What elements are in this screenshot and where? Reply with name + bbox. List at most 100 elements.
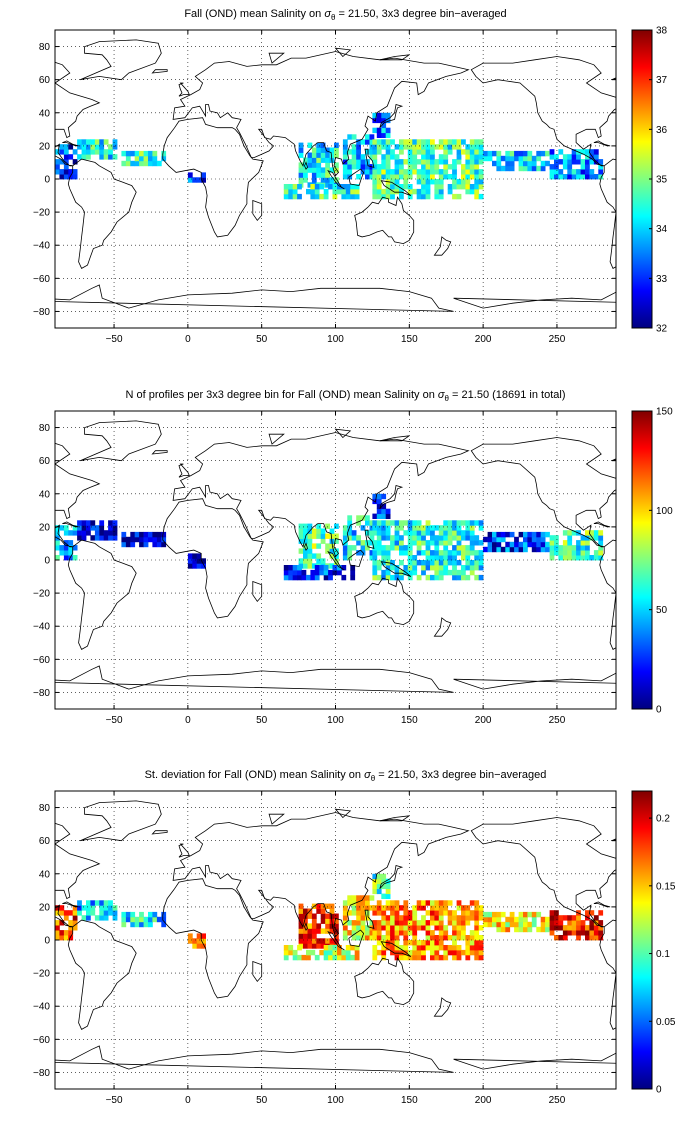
heatmap-cell — [72, 525, 78, 531]
heatmap-cell — [465, 949, 471, 956]
heatmap-cell — [434, 144, 440, 150]
heatmap-cell — [81, 154, 87, 160]
y-tick-label: −40 — [33, 622, 50, 633]
heatmap-cell — [288, 193, 294, 200]
heatmap-cell — [112, 905, 118, 911]
heatmap-cell — [465, 910, 471, 916]
heatmap-cell — [381, 508, 387, 515]
coastline — [453, 672, 616, 690]
heatmap-cell — [332, 949, 338, 956]
heatmap-cell — [376, 888, 382, 895]
heatmap-cell — [456, 920, 462, 926]
heatmap-cell — [316, 938, 322, 944]
colorbar-tick-label: 50 — [656, 605, 668, 616]
heatmap-cell — [360, 935, 366, 941]
colorbar-tick-label: 150 — [656, 407, 673, 418]
heatmap-cell — [412, 925, 418, 931]
heatmap-cell — [334, 523, 339, 529]
heatmap-cell — [311, 938, 317, 944]
heatmap-cell — [86, 915, 91, 921]
heatmap-cell — [589, 154, 595, 160]
heatmap-cell — [474, 915, 480, 921]
heatmap-cell — [55, 555, 60, 561]
heatmap-cell — [492, 546, 497, 553]
heatmap-cell — [421, 149, 426, 155]
heatmap-cell — [554, 169, 559, 175]
heatmap-cell — [307, 913, 313, 919]
heatmap-cell — [567, 930, 573, 936]
heatmap-cell — [540, 531, 546, 538]
heatmap-cell — [403, 184, 409, 190]
heatmap-cell — [478, 179, 484, 185]
heatmap-cell — [478, 949, 484, 956]
heatmap-cell — [434, 164, 440, 170]
heatmap-cell — [456, 949, 462, 956]
heatmap-cell — [514, 921, 519, 928]
heatmap-cell — [562, 930, 568, 936]
heatmap-cell — [311, 543, 317, 549]
heatmap-cell — [571, 159, 577, 165]
heatmap-cell — [121, 536, 127, 543]
heatmap-cell — [394, 525, 400, 531]
heatmap-cell — [430, 139, 435, 145]
heatmap-cell — [365, 935, 370, 941]
heatmap-cell — [372, 935, 378, 941]
heatmap-cell — [99, 910, 105, 916]
heatmap-cell — [356, 139, 361, 145]
heatmap-cell — [156, 531, 162, 538]
heatmap-cell — [329, 543, 335, 549]
heatmap-cell — [412, 954, 418, 961]
heatmap-cell — [201, 563, 206, 569]
heatmap-cell — [360, 545, 366, 551]
heatmap-cell — [354, 949, 360, 956]
heatmap-cell — [421, 569, 426, 576]
heatmap-cell — [496, 911, 502, 918]
heatmap-cell — [55, 164, 60, 170]
heatmap-cell — [554, 920, 559, 926]
heatmap-cell — [342, 550, 348, 556]
heatmap-cell — [394, 945, 400, 951]
heatmap-cell — [329, 152, 335, 158]
heatmap-cell — [518, 921, 524, 928]
heatmap-cell — [72, 905, 78, 911]
heatmap-cell — [390, 925, 395, 931]
heatmap-cell — [376, 525, 382, 531]
heatmap-cell — [341, 954, 347, 961]
heatmap-cell — [292, 954, 298, 961]
heatmap-cell — [461, 565, 466, 571]
heatmap-cell — [372, 525, 378, 531]
heatmap-cell — [77, 525, 82, 531]
heatmap-cell — [425, 565, 431, 571]
heatmap-cell — [483, 150, 488, 157]
heatmap-cell — [376, 935, 382, 941]
heatmap-cell — [77, 139, 82, 145]
heatmap-cell — [412, 905, 418, 911]
heatmap-cell — [403, 144, 409, 150]
heatmap-cell — [407, 530, 413, 536]
heatmap-cell — [474, 535, 480, 541]
heatmap-cell — [310, 188, 316, 195]
heatmap-cell — [425, 530, 431, 536]
heatmap-cell — [394, 954, 400, 961]
heatmap-cell — [334, 152, 339, 158]
heatmap-cell — [399, 945, 404, 951]
heatmap-cell — [325, 147, 330, 153]
heatmap-cell — [478, 915, 484, 921]
heatmap-cell — [425, 935, 431, 941]
heatmap-cell — [323, 565, 329, 571]
heatmap-cell — [527, 150, 533, 157]
heatmap-cell — [474, 193, 480, 200]
heatmap-cell — [332, 565, 338, 571]
heatmap-cell — [329, 928, 335, 934]
heatmap-cell — [112, 144, 118, 150]
heatmap-cell — [412, 540, 418, 546]
heatmap-cell — [465, 530, 471, 536]
heatmap-cell — [381, 915, 387, 921]
heatmap-cell — [407, 139, 413, 145]
colorbar — [631, 410, 653, 710]
coastline — [334, 47, 352, 58]
heatmap-cell — [407, 184, 413, 190]
heatmap-cell — [341, 949, 347, 956]
heatmap-cell — [505, 155, 511, 162]
heatmap-cell — [580, 159, 586, 165]
